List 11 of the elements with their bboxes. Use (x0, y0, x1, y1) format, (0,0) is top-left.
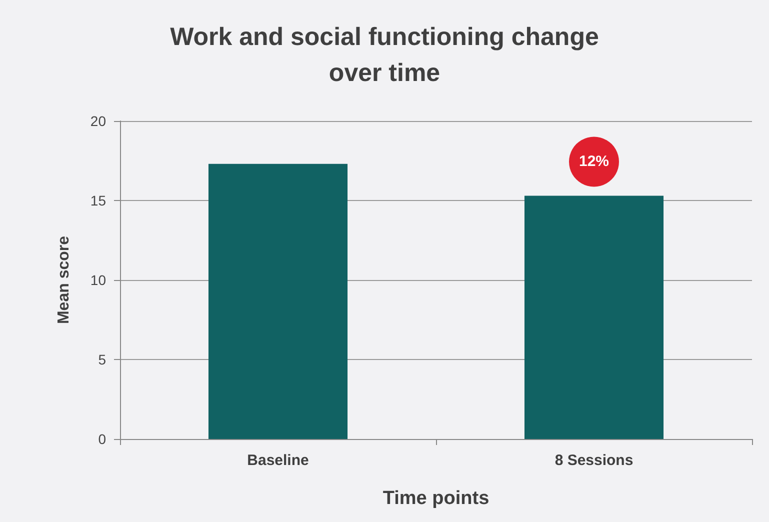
y-tick-label: 0 (98, 431, 106, 447)
y-axis-title: Mean score (56, 236, 72, 324)
y-tick-label: 5 (98, 352, 106, 368)
y-tick-label: 15 (90, 192, 106, 208)
x-tick-label: 8 Sessions (554, 452, 634, 469)
chart-title: Work and social functioning change over time (170, 23, 599, 87)
x-tick-label: Baseline (247, 452, 309, 469)
y-tick-label: 10 (90, 272, 106, 288)
x-axis-title: Time points (382, 488, 490, 509)
annotation: 12% (578, 153, 610, 170)
y-tick-label: 20 (90, 113, 106, 129)
